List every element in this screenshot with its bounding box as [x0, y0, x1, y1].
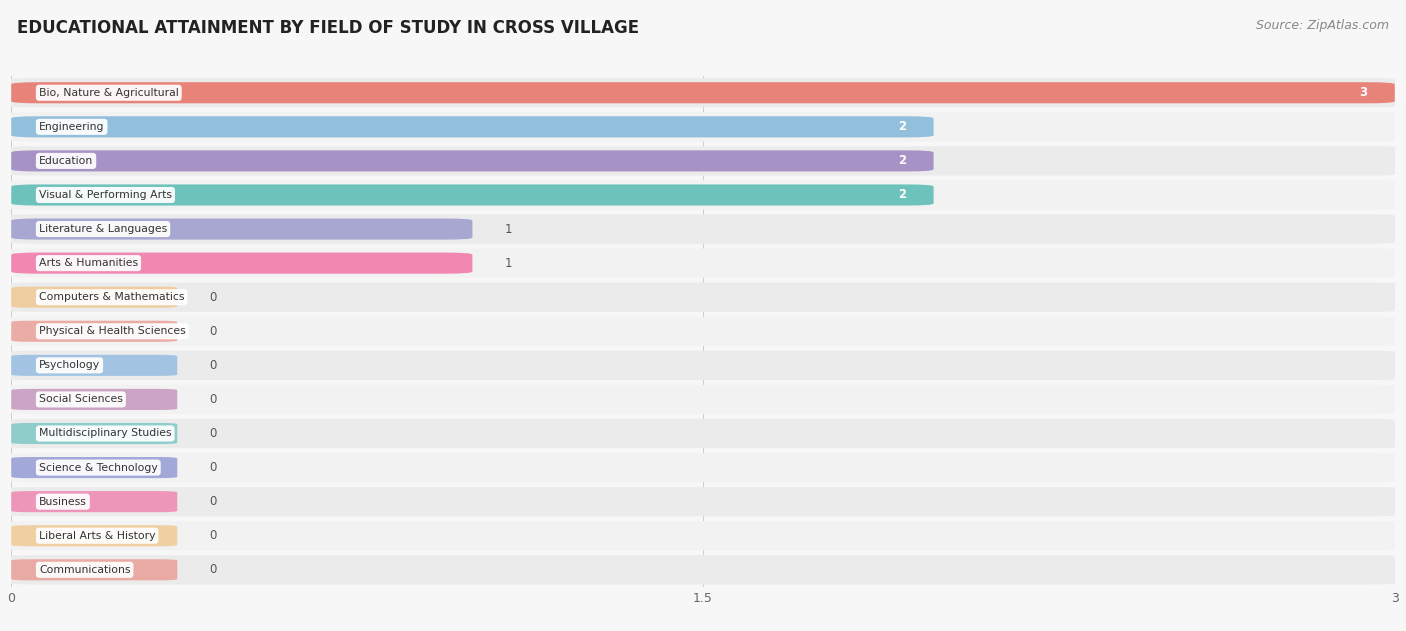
FancyBboxPatch shape — [1, 146, 1405, 175]
Text: Psychology: Psychology — [39, 360, 100, 370]
Text: Engineering: Engineering — [39, 122, 104, 132]
Text: 0: 0 — [209, 359, 217, 372]
Text: Physical & Health Sciences: Physical & Health Sciences — [39, 326, 186, 336]
FancyBboxPatch shape — [11, 559, 177, 581]
FancyBboxPatch shape — [11, 252, 472, 274]
FancyBboxPatch shape — [1, 521, 1405, 550]
Text: Visual & Performing Arts: Visual & Performing Arts — [39, 190, 172, 200]
FancyBboxPatch shape — [11, 525, 177, 546]
FancyBboxPatch shape — [11, 355, 177, 376]
FancyBboxPatch shape — [1, 453, 1405, 482]
FancyBboxPatch shape — [1, 283, 1405, 312]
FancyBboxPatch shape — [1, 385, 1405, 414]
Text: 1: 1 — [505, 257, 512, 269]
FancyBboxPatch shape — [11, 286, 177, 308]
Text: 2: 2 — [898, 189, 905, 201]
Text: EDUCATIONAL ATTAINMENT BY FIELD OF STUDY IN CROSS VILLAGE: EDUCATIONAL ATTAINMENT BY FIELD OF STUDY… — [17, 19, 638, 37]
FancyBboxPatch shape — [1, 215, 1405, 244]
Text: 0: 0 — [209, 291, 217, 304]
Text: Communications: Communications — [39, 565, 131, 575]
Text: Computers & Mathematics: Computers & Mathematics — [39, 292, 184, 302]
Text: Science & Technology: Science & Technology — [39, 463, 157, 473]
FancyBboxPatch shape — [11, 150, 934, 172]
FancyBboxPatch shape — [11, 184, 934, 206]
FancyBboxPatch shape — [1, 555, 1405, 584]
Text: 1: 1 — [505, 223, 512, 235]
FancyBboxPatch shape — [11, 82, 1395, 103]
FancyBboxPatch shape — [11, 116, 934, 138]
Text: 2: 2 — [898, 121, 905, 133]
Text: 0: 0 — [209, 495, 217, 508]
Text: Multidisciplinary Studies: Multidisciplinary Studies — [39, 428, 172, 439]
FancyBboxPatch shape — [11, 457, 177, 478]
FancyBboxPatch shape — [1, 317, 1405, 346]
FancyBboxPatch shape — [11, 491, 177, 512]
FancyBboxPatch shape — [1, 78, 1405, 107]
Text: 3: 3 — [1360, 86, 1367, 99]
Text: 0: 0 — [209, 461, 217, 474]
FancyBboxPatch shape — [11, 389, 177, 410]
FancyBboxPatch shape — [1, 419, 1405, 448]
FancyBboxPatch shape — [11, 423, 177, 444]
FancyBboxPatch shape — [1, 351, 1405, 380]
Text: Business: Business — [39, 497, 87, 507]
Text: Literature & Languages: Literature & Languages — [39, 224, 167, 234]
Text: Source: ZipAtlas.com: Source: ZipAtlas.com — [1256, 19, 1389, 32]
FancyBboxPatch shape — [1, 249, 1405, 278]
FancyBboxPatch shape — [11, 218, 472, 240]
Text: Bio, Nature & Agricultural: Bio, Nature & Agricultural — [39, 88, 179, 98]
FancyBboxPatch shape — [1, 112, 1405, 141]
Text: 0: 0 — [209, 393, 217, 406]
FancyBboxPatch shape — [1, 487, 1405, 516]
Text: 0: 0 — [209, 427, 217, 440]
FancyBboxPatch shape — [11, 321, 177, 342]
Text: Arts & Humanities: Arts & Humanities — [39, 258, 138, 268]
Text: Social Sciences: Social Sciences — [39, 394, 122, 404]
Text: 2: 2 — [898, 155, 905, 167]
Text: Liberal Arts & History: Liberal Arts & History — [39, 531, 156, 541]
Text: 0: 0 — [209, 563, 217, 576]
Text: 0: 0 — [209, 529, 217, 542]
Text: 0: 0 — [209, 325, 217, 338]
Text: Education: Education — [39, 156, 93, 166]
FancyBboxPatch shape — [1, 180, 1405, 209]
